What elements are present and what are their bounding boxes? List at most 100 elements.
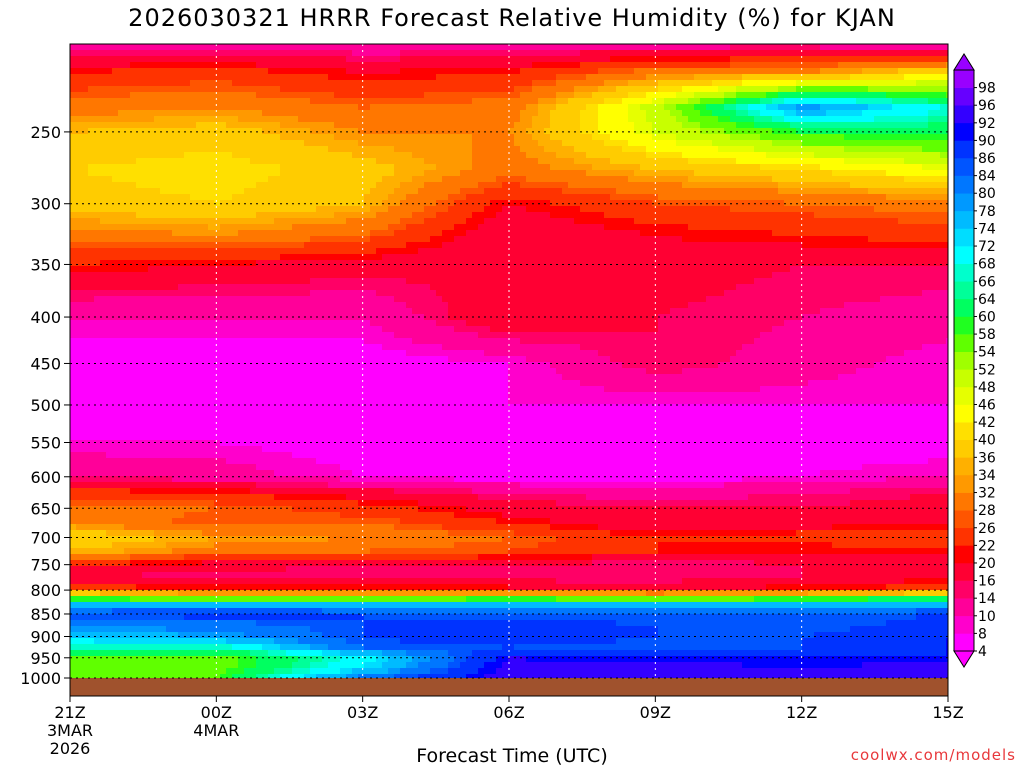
rh-cell (904, 176, 911, 183)
rh-cell (880, 194, 887, 201)
rh-cell (430, 50, 437, 57)
rh-cell (640, 50, 647, 57)
rh-cell (916, 80, 923, 87)
rh-cell (796, 62, 803, 69)
rh-cell (394, 152, 401, 159)
rh-cell (616, 236, 623, 243)
rh-cell (682, 194, 689, 201)
rh-cell (160, 140, 167, 147)
rh-cell (178, 146, 185, 153)
rh-cell (892, 224, 899, 231)
rh-cell (676, 122, 683, 129)
rh-cell (286, 194, 293, 201)
rh-cell (286, 74, 293, 81)
rh-cell (358, 50, 365, 57)
rh-cell (718, 236, 725, 243)
rh-cell (280, 140, 287, 147)
rh-cell (220, 164, 227, 171)
rh-cell (694, 116, 701, 123)
rh-cell (382, 188, 389, 195)
rh-cell (508, 170, 515, 177)
rh-cell (214, 236, 221, 243)
rh-cell (130, 110, 137, 117)
rh-cell (544, 80, 551, 87)
rh-cell (568, 224, 575, 231)
rh-cell (700, 104, 707, 111)
rh-cell (832, 236, 839, 243)
rh-cell (832, 182, 839, 189)
rh-cell (406, 182, 413, 189)
rh-cell (520, 104, 527, 111)
rh-cell (454, 164, 461, 171)
rh-cell (844, 230, 851, 237)
rh-cell (760, 242, 767, 249)
rh-cell (484, 86, 491, 93)
rh-cell (910, 50, 917, 57)
rh-cell (682, 242, 689, 249)
rh-cell (112, 158, 119, 165)
rh-cell (778, 50, 785, 57)
rh-cell (286, 92, 293, 99)
rh-cell (376, 44, 383, 51)
rh-cell (316, 92, 323, 99)
rh-cell (946, 164, 948, 171)
rh-cell (196, 98, 203, 105)
rh-cell (640, 188, 647, 195)
rh-cell (670, 206, 677, 213)
rh-cell (706, 134, 713, 141)
rh-cell (160, 176, 167, 183)
rh-cell (448, 146, 455, 153)
rh-cell (196, 68, 203, 75)
rh-cell (736, 152, 743, 159)
rh-cell (604, 224, 611, 231)
rh-cell (508, 200, 515, 207)
rh-cell (268, 140, 275, 147)
rh-cell (742, 50, 749, 57)
rh-cell (784, 158, 791, 165)
rh-cell (688, 182, 695, 189)
rh-cell (304, 194, 311, 201)
rh-cell (580, 158, 587, 165)
rh-cell (88, 146, 95, 153)
rh-cell (364, 50, 371, 57)
rh-cell (622, 122, 629, 129)
rh-cell (214, 242, 221, 249)
rh-cell (340, 236, 347, 243)
rh-cell (826, 122, 833, 129)
rh-cell (754, 56, 761, 63)
rh-cell (796, 116, 803, 123)
rh-cell (376, 104, 383, 111)
rh-cell (268, 182, 275, 189)
rh-cell (274, 146, 281, 153)
rh-cell (886, 116, 893, 123)
rh-cell (796, 86, 803, 93)
rh-cell (262, 86, 269, 93)
rh-cell (748, 92, 755, 99)
rh-cell (436, 194, 443, 201)
rh-cell (832, 104, 839, 111)
rh-cell (268, 194, 275, 201)
rh-cell (418, 86, 425, 93)
rh-cell (760, 200, 767, 207)
rh-cell (118, 86, 125, 93)
rh-cell (430, 194, 437, 201)
rh-cell (448, 230, 455, 237)
rh-cell (742, 140, 749, 147)
rh-cell (382, 164, 389, 171)
rh-cell (334, 212, 341, 219)
rh-cell (250, 236, 257, 243)
rh-cell (328, 200, 335, 207)
rh-cell (118, 98, 125, 105)
rh-cell (724, 80, 731, 87)
rh-cell (562, 230, 569, 237)
rh-cell (598, 92, 605, 99)
rh-cell (316, 236, 323, 243)
rh-cell (538, 182, 545, 189)
rh-cell (922, 116, 929, 123)
rh-cell (154, 98, 161, 105)
rh-cell (364, 110, 371, 117)
rh-cell (220, 194, 227, 201)
rh-cell (682, 164, 689, 171)
rh-cell (88, 200, 95, 207)
rh-cell (802, 62, 809, 69)
